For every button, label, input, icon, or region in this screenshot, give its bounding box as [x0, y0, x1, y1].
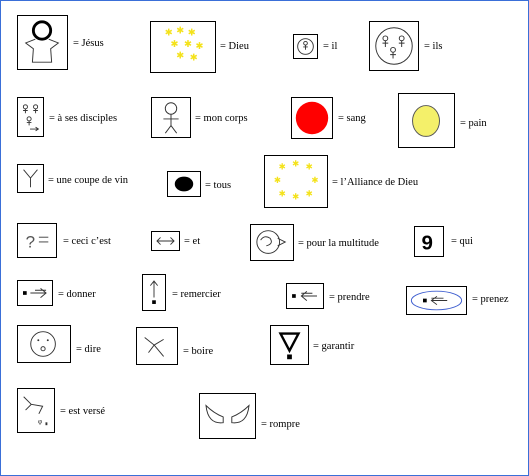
et-label: = et	[184, 236, 201, 247]
svg-text:✱: ✱	[311, 175, 318, 185]
sang-symbol	[291, 97, 333, 139]
donner-symbol	[17, 280, 53, 306]
guarantee-triangle-icon	[278, 332, 301, 360]
stars-icon: ✱ ✱ ✱ ✱ ✱ ✱ ✱ ✱	[165, 26, 204, 64]
garantir-symbol	[270, 325, 309, 365]
garantir-label: = garantir	[313, 341, 355, 352]
svg-text:?: ?	[26, 233, 35, 252]
sang-label: = sang	[338, 113, 366, 124]
pain-label: = pain	[460, 118, 487, 129]
black-oval-icon	[174, 176, 194, 192]
svg-text:✱: ✱	[306, 161, 313, 171]
give-arrow-icon	[23, 288, 47, 298]
ils-label: = ils	[424, 41, 443, 52]
multitude-label: = pour la multitude	[298, 238, 379, 249]
thank-up-arrow-icon	[149, 280, 159, 304]
remercier-symbol	[142, 274, 166, 311]
ceci-label: = ceci c’est	[63, 236, 111, 247]
speaking-face-icon	[30, 331, 56, 357]
take-arrow-icon	[292, 291, 317, 301]
boire-label: = boire	[183, 346, 214, 357]
prenez-label: = prenez	[472, 294, 509, 305]
rompre-symbol	[199, 393, 256, 439]
multitude-symbol	[250, 224, 294, 261]
jesus-symbol	[17, 15, 68, 70]
svg-text:✱: ✱	[274, 175, 281, 185]
svg-text:✱: ✱	[165, 27, 173, 38]
group-in-circle-icon	[375, 27, 413, 65]
tous-label: = tous	[205, 180, 232, 191]
svg-text:✱: ✱	[190, 52, 198, 63]
il-label: = il	[323, 41, 338, 52]
body-figure-icon	[163, 102, 179, 134]
donner-label: = donner	[58, 289, 96, 300]
jesus-figure-icon	[24, 20, 60, 63]
pouring-cup-icon: φ	[23, 396, 48, 425]
disciples-label: = à ses disciples	[49, 113, 118, 124]
person-in-circle-icon	[297, 38, 314, 55]
corps-symbol	[151, 97, 191, 138]
disciples-icon	[22, 104, 40, 132]
dieu-label: = Dieu	[220, 41, 249, 52]
qui-symbol: 9	[414, 226, 444, 257]
corps-label: = mon corps	[195, 113, 248, 124]
disciples-symbol	[17, 97, 44, 137]
pain-symbol	[398, 93, 455, 148]
rompre-label: = rompre	[261, 419, 300, 430]
svg-text:✱: ✱	[306, 188, 313, 198]
broken-bread-icon	[205, 404, 250, 424]
nine-glyph-icon: 9	[422, 231, 433, 254]
dire-label: = dire	[76, 344, 101, 355]
svg-text:✱: ✱	[279, 188, 286, 198]
prendre-symbol	[286, 283, 324, 309]
tous-symbol	[167, 171, 201, 197]
et-symbol	[151, 231, 180, 251]
dieu-symbol: ✱ ✱ ✱ ✱ ✱ ✱ ✱ ✱	[150, 21, 216, 73]
question-equals-icon: ?	[26, 233, 49, 252]
take-arrow-ellipse-icon	[410, 290, 463, 311]
svg-text:✱: ✱	[184, 39, 192, 50]
stars-circle-icon: ✱ ✱ ✱ ✱ ✱ ✱ ✱ ✱	[274, 159, 319, 202]
cup-icon	[23, 169, 38, 188]
svg-text:✱: ✱	[279, 161, 286, 171]
il-symbol	[293, 34, 318, 59]
ils-symbol	[369, 21, 419, 71]
prendre-label: = prendre	[329, 292, 370, 303]
alliance-symbol: ✱ ✱ ✱ ✱ ✱ ✱ ✱ ✱	[264, 155, 328, 208]
coupe-label: = une coupe de vin	[48, 175, 128, 186]
red-circle-icon	[295, 101, 329, 135]
svg-text:✱: ✱	[196, 41, 204, 52]
svg-text:✱: ✱	[171, 39, 179, 50]
svg-text:✱: ✱	[292, 191, 299, 201]
drinking-cup-icon	[144, 337, 164, 357]
bread-oval-icon	[412, 105, 440, 137]
svg-text:✱: ✱	[176, 26, 184, 37]
double-arrow-icon	[156, 237, 175, 245]
crowd-circle-icon	[256, 230, 287, 254]
coupe-symbol	[17, 164, 44, 193]
boire-symbol	[136, 327, 178, 365]
alliance-label: = l’Alliance de Dieu	[332, 177, 419, 188]
jesus-label: = Jésus	[73, 38, 104, 49]
prenez-symbol	[406, 286, 467, 315]
svg-text:✱: ✱	[188, 27, 196, 38]
qui-label: = qui	[451, 236, 473, 247]
dire-symbol	[17, 325, 71, 363]
svg-text:φ: φ	[38, 418, 43, 425]
svg-text:9: 9	[422, 231, 433, 254]
remercier-label: = remercier	[172, 289, 221, 300]
ceci-symbol: ?	[17, 223, 57, 258]
verse-symbol: φ	[17, 388, 55, 433]
svg-text:✱: ✱	[176, 51, 184, 62]
verse-label: = est versé	[60, 406, 105, 417]
svg-text:✱: ✱	[292, 159, 299, 169]
